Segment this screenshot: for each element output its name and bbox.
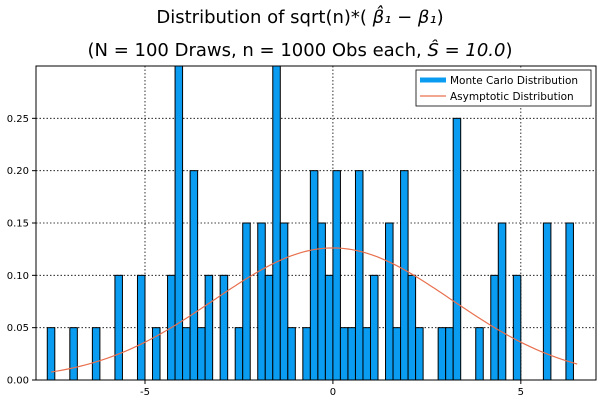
histogram-bar [565,222,574,381]
histogram-bar [182,327,191,381]
y-tick-label: 0.00 [7,376,29,387]
histogram-bar [445,327,454,381]
histogram-bar [339,327,349,381]
chart-title-line-1: Distribution of sqrt(n)*( β̂₁ − β₁) [0,7,600,29]
histogram-bar [347,327,356,381]
histogram-bar [324,274,334,381]
histogram-bar [497,222,507,381]
histogram-bar [369,274,379,381]
histogram-bar [272,65,281,381]
histogram-bar [475,327,484,381]
histogram-bar [204,274,214,381]
x-tick-label: 0 [330,387,336,398]
chart-title-line-2: (N = 100 Draws, n = 1000 Obs each, Ŝ = 1… [0,40,600,62]
histogram-bar [407,274,417,381]
histogram-bar [91,327,101,381]
histogram-bar [197,327,206,381]
histogram-bar [189,170,199,381]
histogram-bar [392,327,402,381]
histogram-bar [437,327,447,381]
histogram-bar [362,327,371,381]
histogram-bar [136,274,146,381]
y-tick-label: 0.15 [7,219,29,230]
histogram-bar [152,327,161,381]
chart-title-line-2-suffix: ) [505,40,513,61]
y-tick-label: 0.20 [7,166,29,177]
legend-label-asymptotic: Asymptotic Distribution [450,91,574,103]
x-tick-label: 5 [518,387,524,398]
chart-title-line-1-suffix: ) [436,7,444,28]
chart-title-line-2-prefix: (N = 100 Draws, n = 1000 Obs each, [87,40,428,61]
histogram-bar [512,274,522,381]
histogram-bar [317,222,326,381]
histogram-bar [542,222,552,381]
histogram-bar [385,222,394,381]
chart-title-line-1-math: β̂₁ − β₁ [372,7,437,28]
legend-box [415,69,592,107]
histogram-bar [452,117,462,381]
histogram-bars [46,65,574,381]
y-tick-label: 0.10 [7,271,29,282]
histogram-bar [415,327,424,381]
asymptotic-distribution-curve [50,247,578,373]
y-tick-label: 0.05 [7,323,29,334]
histogram-bar [309,170,319,381]
chart-title-line-1-prefix: Distribution of sqrt(n)*( [156,7,373,28]
legend-label-monte-carlo: Monte Carlo Distribution [450,75,578,87]
histogram-bar [174,65,184,381]
histogram-bar [69,327,78,381]
histogram-bar [114,274,123,381]
histogram-bar [400,170,409,381]
legend: Monte Carlo Distribution Asymptotic Distr… [415,69,592,107]
histogram-bar [242,222,251,381]
histogram-bar [234,327,244,381]
histogram-bar [354,170,364,381]
histogram-bar [287,327,296,381]
chart-title-line-2-math: Ŝ = 10.0 [427,40,506,61]
axis-ticks: -5 0 5 0.00 0.05 0.10 0.15 0.20 0.25 [7,114,524,398]
histogram-bar [332,170,341,381]
histogram-bar [279,222,289,381]
asymptotic-curve-layer [50,247,578,373]
histogram-bar [264,274,274,381]
y-tick-label: 0.25 [7,114,29,125]
x-tick-label: -5 [140,387,150,398]
histogram-bar [302,327,311,381]
histogram-bar [257,222,266,381]
